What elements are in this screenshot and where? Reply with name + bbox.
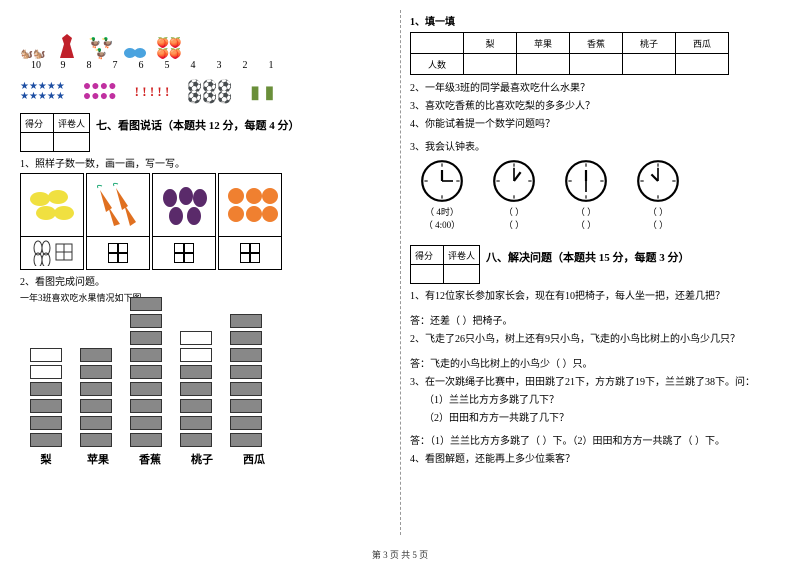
clock-4 — [636, 159, 680, 203]
icon-dress — [54, 30, 80, 60]
q8-3-1: （1）兰兰比方方多跳了几下？ — [424, 391, 780, 406]
fruit-grid-row — [20, 237, 390, 270]
rq4: 4、你能试着提一个数学问题吗？ — [410, 115, 780, 130]
icon-peaches: 🍑🍑🍑🍑 — [156, 30, 182, 60]
count-items-row: 🐿️🐿️ 🦆🦆🦆 🍑🍑🍑🍑 — [20, 10, 390, 60]
q8-1: 1、有12位家长参加家长会，现在有10把椅子，每人坐一把，还差几把？ — [410, 287, 780, 302]
shapes-row: ★★★★★★★★★★ ●●●●●●●● ! ! ! ! ! ⚽⚽⚽⚽⚽⚽ ▮ ▮ — [20, 77, 390, 107]
section-8-title: 八、解决问题（本题共 15 分，每题 3 分） — [486, 249, 690, 265]
bar-pear — [30, 348, 60, 447]
icon-ducks: 🦆🦆🦆 — [88, 30, 114, 60]
stars-icon: ★★★★★★★★★★ — [20, 82, 65, 102]
page-footer: 第 3 页 共 5 页 — [0, 548, 800, 561]
clock-1 — [420, 159, 464, 203]
excl-icon: ! ! ! ! ! — [135, 84, 170, 100]
q8-3-2: （2）田田和方方一共跳了几下？ — [424, 409, 780, 424]
balls-icon: ⚽⚽⚽⚽⚽⚽ — [187, 81, 232, 103]
rq3: 3、喜欢吃香蕉的比喜欢吃梨的多多少人？ — [410, 97, 780, 112]
icon-blobs — [122, 30, 148, 60]
clock-title: 3、我会认钟表。 — [410, 138, 780, 153]
q7-1: 1、照样子数一数，画一画，写一写。 — [20, 155, 390, 170]
cell-carrots — [86, 173, 150, 237]
fill-title: 1、填一填 — [410, 13, 780, 28]
score-box-8: 得分评卷人 — [410, 245, 480, 284]
cell-lemons — [20, 173, 84, 237]
q7-2-sub: 一年3班喜欢吃水果情况如下图 — [20, 291, 390, 304]
count-numbers: 10 9 8 7 6 5 4 3 2 1 — [22, 60, 390, 71]
q8-4: 4、看图解题，还能再上多少位乘客？ — [410, 450, 780, 465]
bar-labels: 梨 苹果 香蕉 桃子 西瓜 — [30, 451, 390, 467]
q8-2: 2、飞走了26只小鸟，树上还有9只小鸟，飞走的小鸟比树上的小鸟少几只？ — [410, 330, 780, 345]
clock-2 — [492, 159, 536, 203]
cell-eggplants — [152, 173, 216, 237]
section-7-title: 七、看图说话（本题共 12 分，每题 4 分） — [96, 117, 300, 133]
page-divider — [400, 10, 401, 535]
bar-peach — [180, 331, 210, 447]
clock-labels-1: （ 4时） （ ） （ ） （ ） — [420, 205, 780, 218]
clock-labels-2: （ 4:00） （ ） （ ） （ ） — [420, 218, 780, 231]
score-box-7: 得分评卷人 — [20, 113, 90, 152]
fruit-table — [20, 173, 390, 237]
q8-3: 3、在一次跳绳子比赛中，田田跳了21下，方方跳了19下，兰兰跳了38下。问： — [410, 373, 780, 388]
bar-chart — [30, 307, 390, 447]
bar-apple — [80, 348, 110, 447]
q8-1a: 答：还差（ ）把椅子。 — [410, 312, 780, 327]
q8-3a: 答：（1）兰兰比方方多跳了（ ）下。（2）田田和方方一共跳了（ ）下。 — [410, 432, 780, 447]
rq2: 2、一年级3班的同学最喜欢吃什么水果？ — [410, 79, 780, 94]
bar-watermelon — [230, 314, 260, 447]
icon-squirrels: 🐿️🐿️ — [20, 30, 46, 60]
fruit-data-table: 梨 苹果 香蕉 桃子 西瓜 人数 — [410, 32, 729, 75]
bags-icon: ▮ ▮ — [250, 82, 274, 103]
q7-2: 2、看图完成问题。 — [20, 273, 390, 288]
bar-banana — [130, 297, 160, 447]
q8-2a: 答：飞走的小鸟比树上的小鸟少（ ）只。 — [410, 355, 780, 370]
clocks-row — [420, 159, 780, 203]
clock-3 — [564, 159, 608, 203]
dots-icon: ●●●●●●●● — [83, 82, 117, 102]
cell-oranges — [218, 173, 282, 237]
